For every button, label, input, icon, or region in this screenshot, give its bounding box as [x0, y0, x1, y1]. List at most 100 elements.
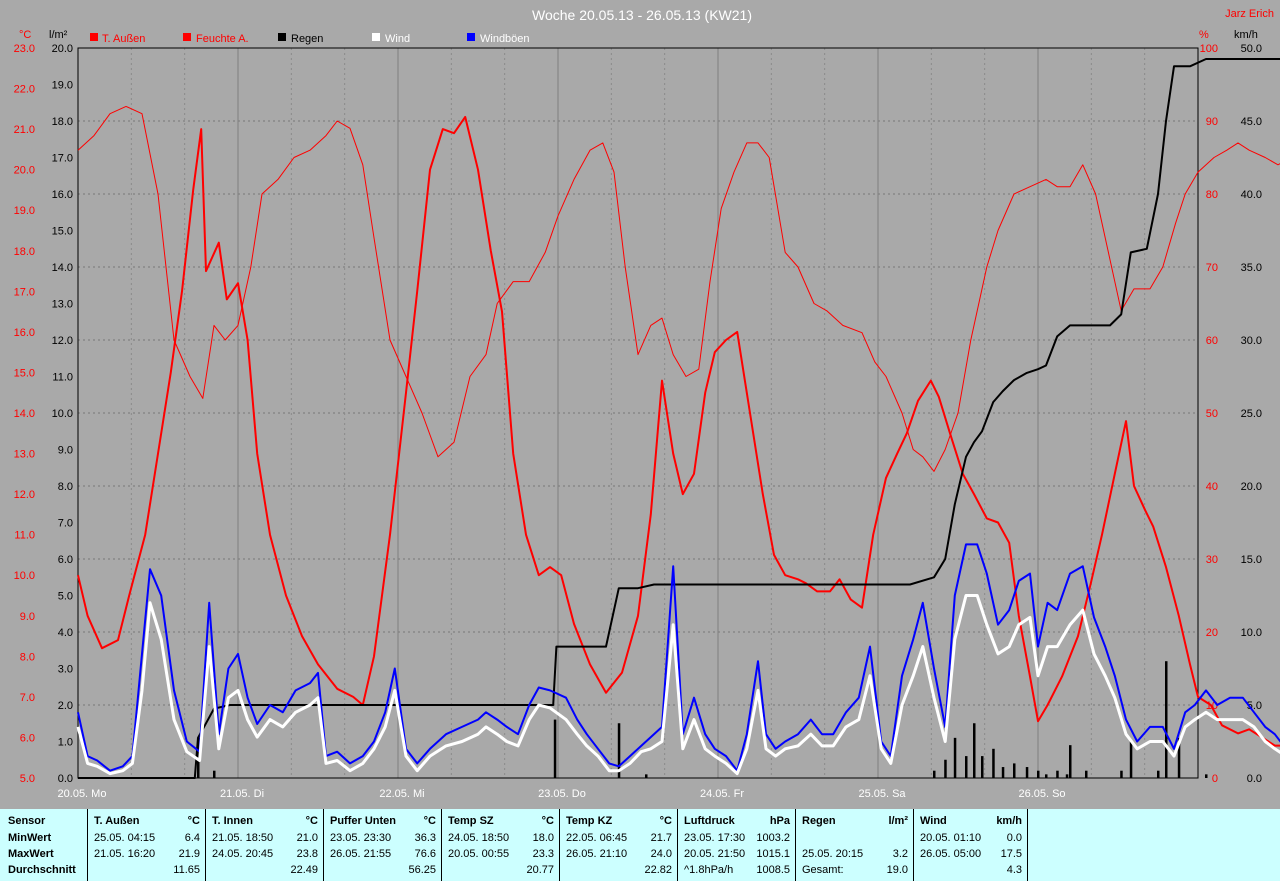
stats-cell-value: 76.6: [414, 848, 436, 860]
stats-cell-value: 23.3: [532, 848, 554, 860]
stats-cell-time: 21.05. 16:20: [94, 848, 156, 860]
stats-header: T. Innen: [212, 815, 253, 827]
legend: T. Außen Feuchte A. Regen Wind Windböen: [90, 33, 530, 45]
rain-tick-label: 7.0: [58, 518, 73, 530]
rain-bar: [617, 723, 621, 778]
series-line-feuchte-a: [77, 105, 1280, 472]
series-lines: [76, 58, 1280, 779]
rain-tick-label: 4.0: [58, 627, 73, 639]
plot-frame: [77, 47, 1199, 779]
wind-tick-label: 25.0: [1241, 408, 1262, 420]
legend-swatch-wind: [372, 33, 380, 41]
temp-tick-label: 11.0: [14, 530, 35, 542]
rain-tick-label: 19.0: [52, 80, 73, 92]
rain-bar: [1065, 774, 1069, 778]
rain-bar: [1177, 737, 1181, 778]
wind-tick-label: 50.0: [1241, 43, 1262, 55]
series-line-wind: [76, 594, 1280, 776]
temp-tick-label: 16.0: [14, 327, 35, 339]
temp-tick-label: 22.0: [14, 84, 35, 96]
rain-tick-label: 13.0: [52, 299, 73, 311]
rain-tick-label: 17.0: [52, 153, 73, 165]
stats-cell-value: 11.65: [173, 864, 200, 876]
x-tick-label: 21.05. Di: [220, 788, 264, 800]
stats-cell-value: 6.4: [184, 832, 200, 844]
temp-tick-label: 13.0: [14, 449, 35, 461]
temp-tick-label: 14.0: [14, 408, 35, 420]
rain-tick-label: 9.0: [58, 445, 73, 457]
rain-bar: [1013, 763, 1016, 778]
wind-tick-label: 40.0: [1241, 189, 1262, 201]
wind-tick-label: 20.0: [1241, 481, 1262, 493]
humidity-tick-label: 0: [1212, 773, 1218, 785]
wind-tick-label: 30.0: [1241, 335, 1262, 347]
stats-column-divider: [559, 809, 560, 881]
rain-tick-label: 16.0: [52, 189, 73, 201]
axis-tick-labels: 5.0 6.0 7.0 8.0 9.0 10.0 11.0 12.0 13.0 14.0 15.0 1…: [14, 43, 1262, 800]
rain-bar: [1056, 770, 1059, 778]
rain-tick-label: 5.0: [58, 591, 73, 603]
temp-tick-label: 19.0: [14, 205, 35, 217]
stats-header: Temp SZ: [448, 815, 494, 827]
stats-cell-time: 24.05. 18:50: [448, 832, 510, 844]
temp-unit-label: °C: [19, 29, 31, 41]
stats-header-unit: °C: [187, 815, 200, 827]
stats-cell-value: 23.8: [296, 848, 318, 860]
stats-cell-value: 20.77: [526, 864, 554, 876]
legend-swatch-t-aussen: [90, 33, 98, 41]
stats-cell-value: 4.3: [1006, 864, 1022, 876]
x-tick-label: 24.05. Fr: [700, 788, 744, 800]
wind-tick-label: 15.0: [1241, 554, 1262, 566]
stats-header: T. Außen: [94, 815, 140, 827]
stats-column-divider: [323, 809, 324, 881]
stats-column-divider: [1027, 809, 1028, 881]
rain-bar: [1120, 770, 1123, 778]
stats-cell-time: 26.05. 05:00: [920, 848, 982, 860]
stats-cell-time: 26.05. 21:55: [330, 848, 392, 860]
wind-tick-label: 0.0: [1247, 773, 1262, 785]
stats-column-divider: [677, 809, 678, 881]
rain-tick-label: 8.0: [58, 481, 73, 493]
stats-cell-value: 18.0: [532, 832, 554, 844]
series-line-windb-en: [77, 543, 1280, 772]
temp-tick-label: 6.0: [20, 732, 35, 744]
humidity-tick-label: 30: [1206, 554, 1218, 566]
humidity-tick-label: 60: [1206, 335, 1218, 347]
stats-header: Puffer Unten: [330, 815, 396, 827]
stats-column-divider: [87, 809, 88, 881]
rain-bar: [645, 774, 648, 778]
stats-header: Wind: [920, 815, 947, 827]
temp-tick-label: 21.0: [14, 124, 35, 136]
x-tick-label: 26.05. So: [1018, 788, 1065, 800]
stats-cell-time: 23.05. 17:30: [684, 832, 746, 844]
rain-bar: [992, 748, 995, 778]
legend-t-aussen: T. Außen: [102, 33, 145, 45]
weather-chart: Woche 20.05.13 - 26.05.13 (KW21) Jarz Er…: [14, 7, 1280, 800]
temp-tick-label: 20.0: [14, 165, 35, 177]
stats-cell-time: 20.05. 21:50: [684, 848, 746, 860]
rain-bar: [965, 756, 968, 778]
humidity-tick-label: 40: [1206, 481, 1218, 493]
rain-bar: [1001, 767, 1005, 778]
rain-tick-label: 15.0: [52, 226, 73, 238]
legend-swatch-windboeen: [467, 33, 475, 41]
rain-tick-label: 18.0: [52, 116, 73, 128]
stats-cell-value: 1008.5: [756, 864, 790, 876]
rain-bar: [1165, 661, 1168, 778]
stats-header-unit: °C: [541, 815, 554, 827]
stats-header: Temp KZ: [566, 815, 613, 827]
stats-column-divider: [441, 809, 442, 881]
temp-tick-label: 10.0: [14, 570, 35, 582]
rain-bar: [1025, 767, 1029, 778]
stats-cell-time: 23.05. 23:30: [330, 832, 392, 844]
stats-header-unit: hPa: [769, 815, 790, 827]
rain-tick-label: 3.0: [58, 664, 73, 676]
temp-tick-label: 7.0: [20, 692, 35, 704]
stats-header-unit: °C: [305, 815, 318, 827]
stats-cell-value: 36.3: [414, 832, 436, 844]
rain-bar: [1205, 774, 1208, 778]
stats-column-divider: [913, 809, 914, 881]
legend-wind: Wind: [385, 33, 410, 45]
rain-tick-label: 0.0: [58, 773, 73, 785]
legend-windboeen: Windböen: [480, 33, 530, 45]
